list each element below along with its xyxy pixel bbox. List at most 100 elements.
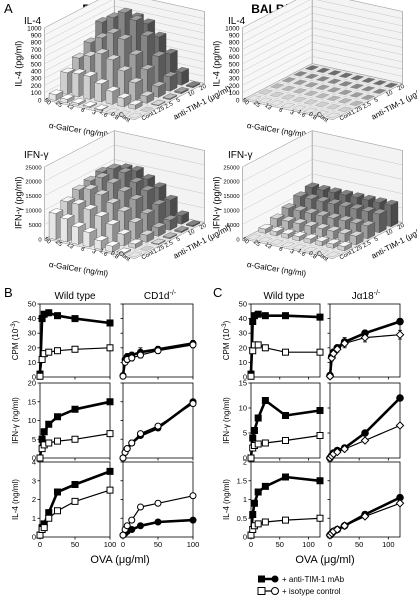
point-circle — [189, 492, 197, 500]
bar-1-5 — [314, 236, 330, 247]
point-circle — [154, 518, 162, 526]
bar-1-2 — [280, 228, 296, 239]
galcer-tick: 50 — [241, 237, 250, 246]
bar-top — [280, 228, 296, 235]
point-circle — [154, 499, 162, 507]
gridline — [242, 144, 403, 182]
point-square — [54, 312, 61, 320]
bar-top — [151, 31, 167, 38]
z-tick-label: 900 — [229, 32, 240, 39]
bar-top — [292, 205, 308, 212]
bar-top — [174, 67, 190, 73]
gridline — [242, 12, 403, 50]
x-tick-label: 50 — [355, 540, 363, 549]
galcer-tick: 50 — [241, 98, 250, 107]
y-tick-label: 50 — [28, 300, 36, 309]
gridline — [44, 130, 205, 167]
x-tick-label: 50 — [71, 540, 79, 549]
gridline — [44, 144, 205, 182]
point-diamond — [360, 436, 370, 445]
tim1-tick: Cont — [141, 111, 155, 122]
z-tick-label: 700 — [31, 47, 42, 54]
point-square — [247, 372, 255, 380]
bar-0-1 — [257, 236, 273, 243]
legend: + anti-TIM-1 mAb + isotype control — [257, 575, 345, 596]
point-square — [261, 397, 269, 404]
bar-1-7 — [337, 241, 353, 252]
line-chart-B-IL4-1: 0 50 100 — [119, 461, 199, 549]
series-iso — [119, 400, 197, 462]
galcer-tick: 0.8 — [307, 112, 318, 122]
galcer-tick: 13 — [65, 103, 74, 112]
bar-top — [48, 89, 64, 95]
tim1-tick: 2.5 — [362, 101, 373, 111]
bar-top — [174, 226, 189, 232]
bar-0-5 — [105, 107, 120, 114]
point-square — [106, 319, 114, 327]
y-tick-label: 50 — [239, 300, 247, 309]
galcer-tick: 0.8 — [109, 112, 120, 122]
bar-top — [151, 81, 166, 87]
bar-front — [71, 72, 79, 98]
bar-0-7 — [127, 112, 143, 119]
y-axis-label: IFN-γ (ng/ml) — [222, 397, 231, 444]
y-tick-label: 0 — [32, 454, 36, 463]
bar-2-7 — [150, 99, 166, 107]
tim1-tick: 1.25 — [152, 244, 166, 255]
bar-top — [338, 201, 353, 207]
z-tick-label: 0 — [236, 237, 239, 243]
point-square — [282, 437, 289, 444]
galcer-tick: 3 — [91, 249, 98, 256]
point-circle — [396, 317, 404, 326]
panel-a-letter: A — [4, 1, 13, 16]
bar-top — [139, 90, 155, 97]
bar-2-2 — [292, 88, 308, 94]
x-tick-label: 0 — [38, 540, 42, 549]
bar-top — [150, 99, 166, 106]
bar-top — [303, 221, 319, 227]
point-diamond — [395, 330, 405, 340]
plot-frame — [250, 382, 321, 459]
y-axis-label: IFN-γ (ng/ml) — [11, 397, 20, 444]
chart-title: IL-4 — [24, 16, 42, 27]
galcer-tick: 3 — [91, 110, 98, 117]
point-diamond — [325, 371, 335, 381]
point-square — [316, 514, 324, 522]
galcer-tick: 3 — [289, 249, 296, 256]
galcer-tick: 1.6 — [98, 248, 109, 258]
y-tick-label: 15 — [239, 379, 247, 388]
legend-iso-label: + isotype control — [282, 587, 341, 596]
bar-1-0 — [258, 223, 273, 234]
z-tick-label: 15000 — [223, 194, 239, 200]
bar-1-7 — [337, 106, 353, 113]
point-square — [40, 428, 48, 436]
bar-0-5 — [303, 246, 318, 253]
z-tick-label: 0 — [38, 97, 42, 104]
point-square — [254, 414, 262, 422]
point-square — [254, 310, 262, 318]
point-circle — [154, 347, 162, 355]
point-square — [71, 481, 79, 488]
bar-side — [390, 201, 399, 228]
point-square — [316, 348, 324, 356]
z-tick-label: 200 — [31, 83, 42, 90]
bar-5-6 — [372, 80, 388, 86]
bar-top — [293, 191, 308, 197]
bar-2-3 — [303, 90, 319, 97]
gridline — [242, 20, 403, 57]
bar-0-1 — [257, 97, 273, 104]
bar-0-3 — [280, 102, 296, 109]
bar-top — [304, 182, 320, 188]
point-circle — [123, 445, 131, 453]
point-square — [71, 405, 79, 413]
bar-5-7 — [383, 82, 399, 88]
bar-0-5 — [105, 240, 120, 253]
y-tick-label: 10 — [239, 358, 247, 367]
plot-frame — [329, 382, 401, 459]
point-square — [54, 488, 61, 496]
bar-4-4 — [338, 81, 353, 87]
bar-2-0 — [269, 83, 285, 89]
point-square — [254, 440, 262, 448]
floor-grid — [44, 99, 135, 120]
